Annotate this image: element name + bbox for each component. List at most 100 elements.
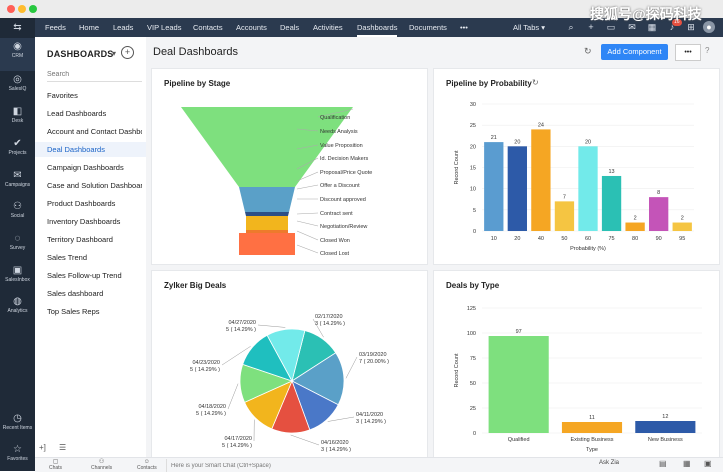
y-axis-label: Record Count [454, 353, 460, 387]
bar [531, 129, 550, 231]
tab-accounts[interactable]: Accounts [236, 18, 267, 37]
pie-leader-line [258, 325, 285, 327]
more-options-button[interactable]: ••• [675, 44, 701, 61]
close-window-button[interactable] [7, 5, 15, 13]
collapse-sidebar-icon[interactable]: +] [39, 443, 46, 452]
bar [508, 146, 527, 231]
sidebar-item-sales-followup-trend[interactable]: Sales Follow-up Trend [47, 268, 142, 283]
app-analytics[interactable]: ◍Analytics [0, 296, 35, 315]
maximize-window-button[interactable] [29, 5, 37, 13]
pie-date-label: 04/11/2020 [356, 412, 383, 418]
sidebar-item-sales-trend[interactable]: Sales Trend [47, 250, 142, 265]
search-icon[interactable]: ⌕ [565, 21, 577, 33]
tab-feeds[interactable]: Feeds [45, 18, 66, 37]
analytics-icon: ◍ [0, 296, 35, 308]
pie-value-label: 3 ( 14.29% ) [321, 447, 351, 453]
bar [484, 142, 503, 231]
sidebar-heading: DASHBOARDS [47, 49, 114, 59]
x-tick-label: 10 [491, 236, 497, 242]
smart-chat-input[interactable] [166, 459, 593, 472]
app-switcher-bar: ⇆ ◉ CRM ◎SalesIQ ◧Desk ✔Projects ✉Campai… [0, 18, 35, 471]
funnel-segment [245, 212, 289, 216]
notes-icon[interactable]: ▤ [659, 459, 667, 468]
data-label: 11 [589, 415, 595, 421]
pie-leader-line [228, 384, 238, 409]
app-projects[interactable]: ✔Projects [0, 138, 35, 157]
refresh-icon[interactable]: ↻ [584, 46, 592, 57]
calendar-small-icon[interactable]: ▦ [683, 459, 691, 468]
bottom-chat-bar: ▢Chats ⚇Channels ☺Contacts Ask Zia ▤ ▦ ▣ [35, 457, 723, 472]
app-survey[interactable]: ◌Survey [0, 233, 35, 252]
tab-vip-leads[interactable]: VIP Leads [147, 18, 181, 37]
add-dashboard-icon[interactable]: + [121, 46, 134, 59]
tab-home[interactable]: Home [79, 18, 99, 37]
sidebar-item-favorites[interactable]: Favorites [47, 88, 142, 103]
y-axis-label: Record Count [454, 150, 460, 184]
x-tick-label: 90 [656, 236, 662, 242]
list-view-icon[interactable]: ☰ [59, 443, 66, 452]
app-desk[interactable]: ◧Desk [0, 106, 35, 125]
app-crm[interactable]: ◉ CRM [0, 38, 35, 71]
sidebar-item-account-contact-dashboards[interactable]: Account and Contact Dashboards [47, 124, 142, 139]
sidebar-item-deal-dashboards[interactable]: Deal Dashboards [35, 142, 146, 157]
data-label: 97 [516, 329, 522, 335]
funnel-segment [246, 216, 288, 230]
favorites[interactable]: ☆Favorites [0, 444, 35, 463]
add-component-button[interactable]: Add Component [601, 44, 668, 60]
tab-contacts[interactable]: Contacts [193, 18, 223, 37]
minimize-window-button[interactable] [18, 5, 26, 13]
pie-leader-line [291, 435, 319, 445]
tab-dashboards[interactable]: Dashboards [357, 18, 397, 37]
app-social[interactable]: ⚇Social [0, 201, 35, 220]
pie-date-label: 04/23/2020 [192, 360, 220, 366]
data-label: 20 [514, 139, 520, 145]
app-salesinbox[interactable]: ▣SalesInbox [0, 265, 35, 284]
dashboards-sidebar: DASHBOARDS ▾ + Favorites Lead Dashboards… [35, 37, 147, 457]
channels-button[interactable]: ⚇Channels [91, 459, 112, 471]
sidebar-item-product-dashboards[interactable]: Product Dashboards [47, 196, 142, 211]
sidebar-dropdown-icon[interactable]: ▾ [112, 49, 116, 58]
help-icon[interactable]: ? [705, 46, 709, 55]
window-icon[interactable]: ▣ [704, 459, 712, 468]
x-tick-label: 50 [561, 236, 567, 242]
sidebar-search-input[interactable] [47, 68, 142, 82]
pie-date-label: 04/18/2020 [198, 404, 226, 410]
pie-value-label: 5 ( 14.29% ) [190, 367, 220, 373]
sidebar-item-top-sales-reps[interactable]: Top Sales Reps [47, 304, 142, 319]
sidebar-item-lead-dashboards[interactable]: Lead Dashboards [47, 106, 142, 121]
pie-date-label: 04/16/2020 [321, 440, 349, 446]
y-tick-label: 75 [470, 356, 476, 362]
y-tick-label: 25 [470, 406, 476, 412]
tab-leads[interactable]: Leads [113, 18, 133, 37]
more-tabs-icon[interactable]: ••• [460, 18, 468, 37]
sidebar-item-case-solution-dashboards[interactable]: Case and Solution Dashboards [47, 178, 142, 193]
tab-activities[interactable]: Activities [313, 18, 343, 37]
all-tabs-dropdown[interactable]: All Tabs ▾ [513, 18, 545, 37]
sidebar-item-campaign-dashboards[interactable]: Campaign Dashboards [47, 160, 142, 175]
menu-icon[interactable]: ⇆ [0, 22, 35, 34]
clock-icon: ◷ [0, 413, 35, 425]
app-salesiq[interactable]: ◎SalesIQ [0, 74, 35, 93]
avatar[interactable]: ● [703, 21, 715, 33]
data-label: 20 [585, 139, 591, 145]
recent-items[interactable]: ◷Recent Items [0, 413, 35, 432]
tab-deals[interactable]: Deals [280, 18, 299, 37]
tab-documents[interactable]: Documents [409, 18, 447, 37]
projects-icon: ✔ [0, 138, 35, 150]
sidebar-item-territory-dashboard[interactable]: Territory Dashboard [47, 232, 142, 247]
chevron-down-icon: ▾ [541, 23, 545, 32]
crm-icon: ◉ [0, 41, 35, 53]
ask-zia-button[interactable]: Ask Zia [599, 460, 619, 466]
chats-button[interactable]: ▢Chats [49, 459, 62, 471]
contacts-button[interactable]: ☺Contacts [137, 459, 157, 471]
salesinbox-icon: ▣ [0, 265, 35, 277]
page-title: Deal Dashboards [153, 46, 238, 58]
sidebar-item-inventory-dashboards[interactable]: Inventory Dashboards [47, 214, 142, 229]
sidebar-item-sales-dashboard[interactable]: Sales dashboard [47, 286, 142, 301]
data-label: 13 [608, 169, 614, 175]
pie-value-label: 5 ( 14.29% ) [196, 411, 226, 417]
y-tick-label: 20 [470, 144, 476, 150]
app-campaigns[interactable]: ✉Campaigns [0, 170, 35, 189]
